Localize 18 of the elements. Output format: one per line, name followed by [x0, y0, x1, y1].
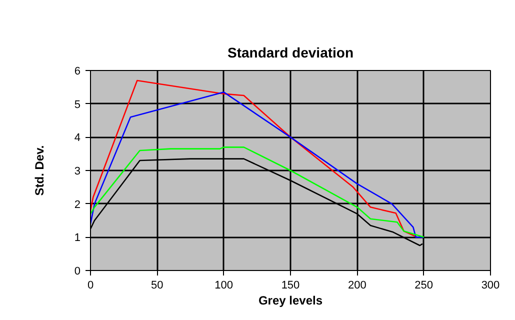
y-tick-label: 1	[74, 232, 81, 244]
chart-title: Standard deviation	[227, 44, 354, 60]
x-tick-label: 0	[87, 280, 94, 292]
x-tick-label: 150	[281, 280, 300, 292]
y-tick-label: 6	[74, 66, 81, 78]
y-tick-label: 3	[74, 166, 81, 178]
y-tick-label: 4	[74, 132, 81, 144]
line-series	[90, 146, 424, 238]
y-axis-title: Std. Dev.	[32, 145, 46, 196]
y-tick-label: 0	[74, 266, 81, 278]
x-tick-label: 200	[348, 280, 366, 292]
x-tick-label: 100	[214, 280, 234, 292]
y-tick-label: 2	[74, 198, 81, 211]
x-tick-label: 250	[414, 280, 434, 292]
x-tick-label: 50	[151, 280, 164, 292]
y-tick-label: 5	[74, 98, 81, 111]
x-tick-label: 300	[481, 280, 500, 292]
x-axis-title: Grey levels	[258, 294, 323, 308]
